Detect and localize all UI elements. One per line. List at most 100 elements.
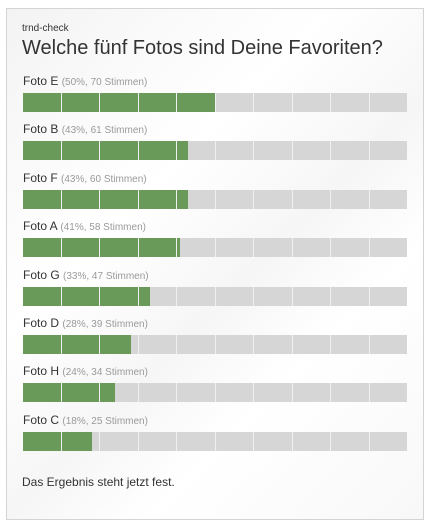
- result-bar-segments: [23, 286, 408, 306]
- result-bar: [23, 383, 408, 403]
- bar-segment: [100, 189, 139, 209]
- result-bar-segments: [23, 93, 407, 112]
- bar-segment: [293, 286, 331, 306]
- result-row: Foto B (43%, 61 Stimmen): [23, 121, 407, 169]
- bar-segment: [331, 141, 370, 161]
- bar-segment: [139, 334, 177, 354]
- result-bar-fill: [23, 238, 181, 258]
- bar-segment: [331, 383, 370, 403]
- bar-segment: [23, 286, 62, 306]
- bar-segment: [177, 383, 216, 403]
- bar-segment: [62, 189, 100, 209]
- poll-question: Welche fünf Fotos sind Deine Favoriten?: [22, 37, 383, 59]
- result-bar: [23, 334, 408, 354]
- bar-segment: [23, 141, 62, 161]
- bar-segment: [293, 334, 331, 354]
- bar-segment: [139, 286, 177, 306]
- result-option-name: Foto C: [23, 412, 60, 427]
- bar-segment: [177, 141, 216, 161]
- bar-segment: [216, 334, 254, 354]
- bar-segment: [62, 93, 100, 112]
- bar-segment: [370, 335, 408, 354]
- bar-segment: [216, 189, 254, 209]
- result-row: Foto A (41%, 58 Stimmen): [23, 218, 407, 266]
- bar-segment: [62, 141, 100, 161]
- bar-segment: [139, 141, 177, 161]
- bar-segment: [216, 238, 254, 258]
- bar-segment: [370, 432, 408, 451]
- widget-small-title: trnd-check: [22, 23, 69, 34]
- bar-segment: [62, 286, 100, 306]
- bar-segment: [370, 93, 408, 112]
- bar-segment: [62, 238, 100, 258]
- result-vote-stats: (43%, 61 Stimmen): [61, 125, 148, 137]
- bar-segment: [370, 190, 408, 209]
- bar-segment: [254, 238, 293, 258]
- bar-segment: [139, 431, 177, 451]
- result-row: Foto G (33%, 47 Stimmen): [23, 267, 407, 315]
- bar-segment: [177, 93, 216, 112]
- result-label-line: Foto E (50%, 70 Stimmen): [23, 73, 407, 90]
- result-label-line: Foto G (33%, 47 Stimmen): [23, 267, 407, 284]
- result-vote-stats: (33%, 47 Stimmen): [63, 270, 149, 282]
- result-option-name: Foto H: [23, 364, 60, 379]
- bar-segment: [100, 383, 139, 403]
- bar-segment: [216, 93, 254, 112]
- result-vote-stats: (28%, 39 Stimmen): [62, 318, 148, 330]
- result-bar-fill: [23, 431, 93, 451]
- bar-segment: [23, 431, 62, 451]
- bar-segment: [216, 141, 254, 161]
- result-bar-segments: [23, 383, 408, 403]
- bar-segment: [62, 334, 100, 354]
- bar-segment: [254, 93, 293, 112]
- result-vote-stats: (41%, 58 Stimmen): [60, 222, 146, 234]
- result-label-line: Foto F (43%, 60 Stimmen): [23, 170, 407, 187]
- bar-segment: [331, 93, 370, 112]
- bar-segment: [254, 383, 293, 403]
- bar-segment: [370, 141, 408, 160]
- bar-segment: [139, 93, 177, 112]
- bar-segment: [139, 189, 177, 209]
- bar-segment: [100, 93, 139, 112]
- result-row: Foto F (43%, 60 Stimmen): [23, 170, 407, 218]
- result-bar-segments: [23, 141, 408, 161]
- bar-segment: [62, 431, 100, 451]
- result-option-name: Foto B: [23, 122, 59, 137]
- result-bar: [23, 141, 408, 161]
- bar-segment: [254, 431, 293, 451]
- bar-segment: [177, 286, 216, 306]
- bar-segment: [331, 334, 370, 354]
- result-option-name: Foto F: [23, 170, 58, 185]
- bar-segment: [370, 287, 408, 306]
- result-row: Foto H (24%, 34 Stimmen): [23, 363, 407, 411]
- bar-segment: [177, 431, 216, 451]
- result-bar-fill: [23, 93, 215, 112]
- bar-segment: [370, 238, 408, 257]
- result-option-name: Foto D: [23, 315, 60, 330]
- result-label-line: Foto C (18%, 25 Stimmen): [23, 412, 407, 429]
- result-bar-segments: [23, 189, 408, 209]
- result-bar: [23, 93, 407, 112]
- bar-segment: [331, 286, 370, 306]
- result-row: Foto D (28%, 39 Stimmen): [23, 315, 407, 363]
- bar-segment: [100, 141, 139, 161]
- bar-segment: [254, 189, 293, 209]
- result-option-name: Foto G: [23, 267, 60, 282]
- bar-segment: [370, 383, 408, 402]
- poll-result-note: Das Ergebnis steht jetzt fest.: [22, 475, 175, 489]
- result-bar: [23, 431, 408, 451]
- bar-segment: [23, 189, 62, 209]
- result-label-line: Foto B (43%, 61 Stimmen): [23, 121, 407, 138]
- bar-segment: [177, 238, 216, 258]
- bar-segment: [216, 286, 254, 306]
- result-bar-segments: [23, 431, 408, 451]
- bar-segment: [293, 189, 331, 209]
- bar-segment: [216, 383, 254, 403]
- bar-segment: [216, 431, 254, 451]
- bar-segment: [254, 141, 293, 161]
- result-bar-segments: [23, 334, 408, 354]
- result-bar: [23, 286, 408, 306]
- bar-segment: [293, 238, 331, 258]
- result-bar-fill: [23, 383, 116, 403]
- result-vote-stats: (18%, 25 Stimmen): [62, 415, 148, 427]
